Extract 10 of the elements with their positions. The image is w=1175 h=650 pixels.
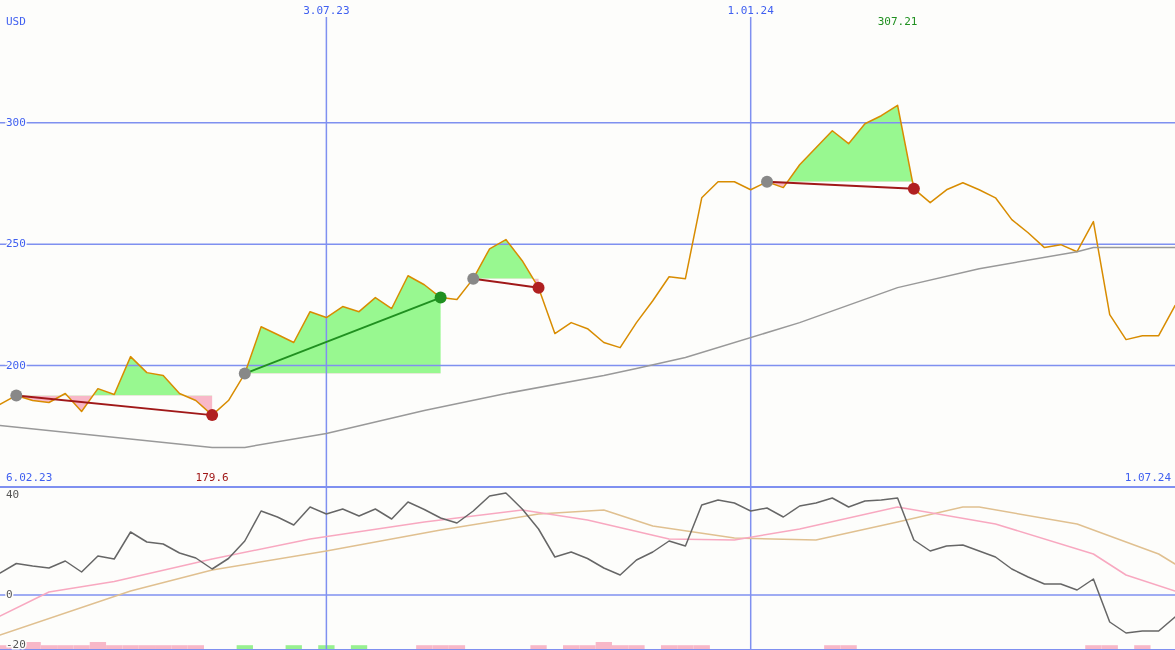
annotation: 179.6	[195, 471, 229, 484]
y-axis-title: USD	[6, 15, 26, 28]
annotation: 6.02.23	[6, 471, 53, 484]
annotation: 1.07.24	[1124, 471, 1172, 484]
y-tick-label: 40	[6, 488, 20, 501]
x-tick-label: 1.01.24	[727, 4, 775, 17]
annotation: 307.21	[877, 15, 918, 28]
x-tick-label: 3.07.23	[303, 4, 350, 17]
y-tick-label: -20	[6, 638, 26, 650]
y-tick-label: 0	[6, 588, 13, 601]
